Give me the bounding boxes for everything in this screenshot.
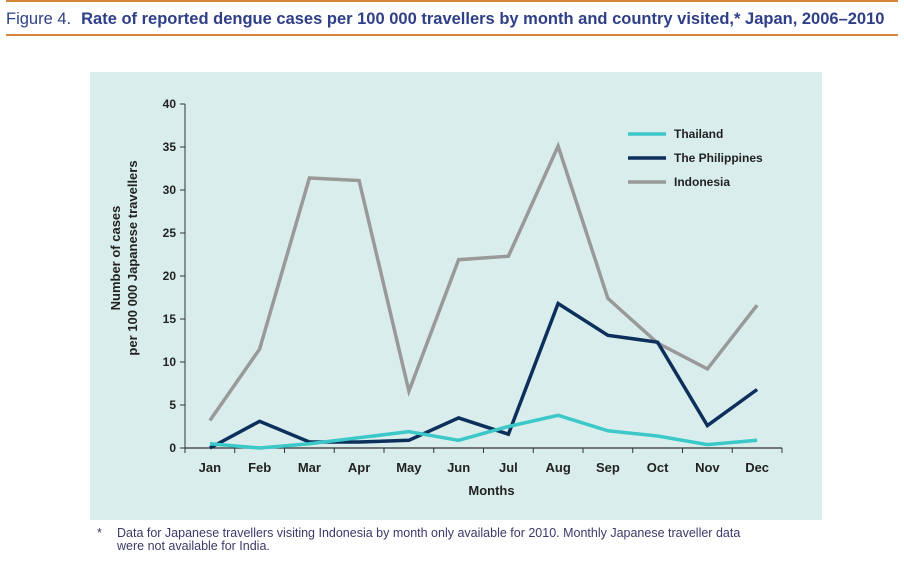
legend-label: Indonesia [674, 175, 730, 189]
y-tick-label: 5 [169, 398, 176, 412]
y-tick-label: 10 [163, 355, 177, 369]
y-tick-label: 25 [163, 226, 177, 240]
x-tick-label: Jul [499, 460, 518, 475]
x-tick-label: Sep [596, 460, 620, 475]
y-axis-title-line-2: per 100 000 Japanese travellers [125, 160, 140, 355]
footnote-marker: * [97, 526, 102, 540]
series-line-indonesia [208, 141, 759, 422]
title-underline [6, 34, 898, 36]
x-tick-label: Aug [545, 460, 570, 475]
legend-label: The Philippines [674, 151, 763, 165]
x-tick-label: May [396, 460, 422, 475]
x-tick-label: Jan [199, 460, 221, 475]
figure-number: Figure 4. [6, 10, 72, 28]
x-tick-label: Oct [647, 460, 669, 475]
x-tick-label: Feb [248, 460, 271, 475]
y-tick-label: 35 [163, 140, 177, 154]
series-line-thailand [209, 413, 758, 450]
series-line-the-philippines [209, 300, 759, 450]
figure-title: Rate of reported dengue cases per 100 00… [81, 10, 885, 28]
footnote-line-2: were not available for India. [117, 539, 270, 553]
x-tick-label: Mar [298, 460, 321, 475]
x-tick-label: Dec [745, 460, 769, 475]
y-tick-label: 0 [169, 441, 176, 455]
x-axis-title: Months [468, 483, 514, 498]
y-tick-label: 15 [163, 312, 177, 326]
y-axis-title-line-1: Number of cases [108, 206, 123, 311]
y-tick-label: 20 [163, 269, 177, 283]
y-tick-label: 30 [163, 183, 177, 197]
figure-heading: Figure 4. Rate of reported dengue cases p… [6, 10, 898, 29]
footnote: * Data for Japanese travellers visiting I… [97, 527, 857, 553]
x-tick-label: Nov [695, 460, 720, 475]
x-tick-label: Apr [348, 460, 370, 475]
top-rule [6, 0, 898, 2]
x-tick-label: Jun [447, 460, 470, 475]
y-tick-label: 40 [163, 97, 177, 111]
footnote-line-1: Data for Japanese travellers visiting In… [117, 526, 741, 540]
legend-label: Thailand [674, 127, 723, 141]
